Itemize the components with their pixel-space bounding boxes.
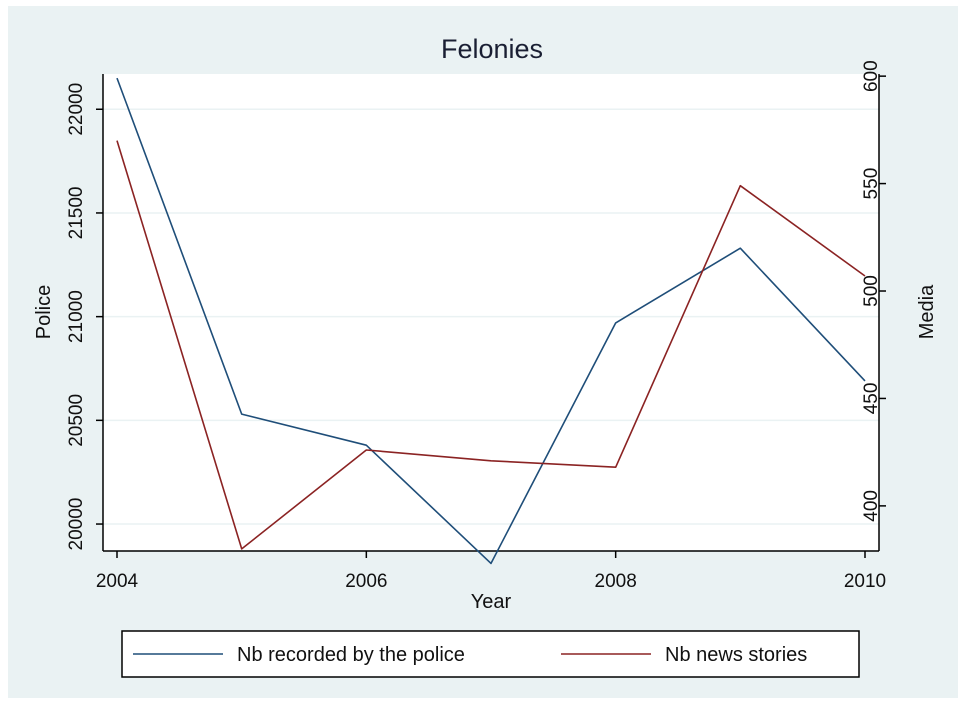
x-tick-label-2010: 2010 — [844, 571, 886, 592]
y-right-tick-label-550: 550 — [861, 168, 882, 200]
gridlines — [103, 108, 879, 525]
y-right-tick-label-450: 450 — [861, 383, 882, 415]
x-tick-label-2006: 2006 — [345, 571, 387, 592]
x-tick-label-2004: 2004 — [96, 571, 139, 592]
ticks: 20000 20500 21000 21500 22000 400 450 500 550 600… — [66, 60, 886, 592]
legend: Nb recorded by the police Nb news stories — [121, 630, 860, 678]
y-left-tick-label-21000: 21000 — [66, 290, 87, 343]
y-left-tick-label-22000: 22000 — [66, 83, 87, 136]
x-axis-title: Year — [471, 591, 512, 613]
legend-label-2: Nb news stories — [665, 644, 807, 666]
y-right-tick-label-600: 600 — [861, 60, 882, 92]
series-lines — [116, 77, 866, 565]
series-line-2 — [116, 140, 866, 550]
series-line-1 — [116, 77, 866, 565]
chart-title: Felonies — [441, 34, 543, 64]
y-right-tick-label-400: 400 — [861, 490, 882, 522]
legend-label-1: Nb recorded by the police — [237, 644, 465, 666]
y-right-tick-label-500: 500 — [861, 275, 882, 307]
legend-box — [121, 630, 860, 678]
plot-area — [103, 74, 879, 551]
y-left-tick-label-21500: 21500 — [66, 187, 87, 240]
y-axis-right-title: Media — [916, 284, 938, 339]
x-tick-label-2008: 2008 — [595, 571, 637, 592]
y-left-tick-label-20000: 20000 — [66, 498, 87, 551]
y-left-tick-label-20500: 20500 — [66, 394, 87, 447]
axes — [102, 74, 880, 552]
y-axis-left-title: Police — [33, 285, 55, 339]
